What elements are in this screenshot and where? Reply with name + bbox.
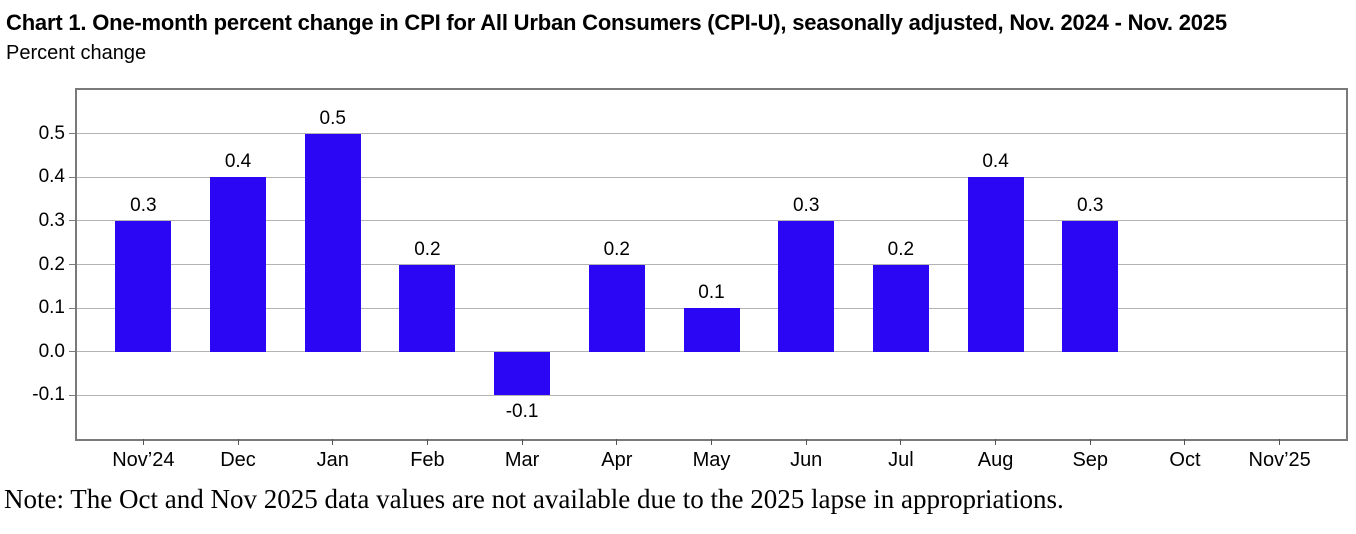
bar-value-label: 0.4 (224, 151, 252, 173)
x-tick-mark (805, 439, 807, 445)
x-axis-label: May (692, 449, 731, 471)
plot-area: 0.5 0.4 0.3 0.2 0.1 0.0 -0.1 Nov’24 0.3 Dec 0.4 Jan… (32, 88, 1348, 471)
y-axis-label: 0.2 (38, 253, 65, 275)
y-axis-label: 0.5 (38, 122, 65, 144)
bar (967, 177, 1024, 352)
gridline (77, 264, 1346, 265)
x-tick-mark (711, 439, 712, 445)
y-tick-mark (69, 176, 75, 178)
x-tick-mark (995, 439, 997, 445)
bar-value-label: 0.5 (319, 107, 346, 129)
y-axis-unit-label: Percent change (6, 42, 147, 64)
bar (304, 133, 361, 352)
bar-value-label: 0.4 (982, 151, 1009, 173)
gridline (77, 220, 1346, 222)
y-axis-label: 0.1 (38, 297, 65, 319)
bar (1062, 220, 1119, 352)
x-tick-mark (1279, 439, 1281, 445)
x-tick-mark (426, 439, 428, 445)
chart-title: Chart 1. One-month percent change in CPI… (6, 10, 1227, 35)
bar-value-label: 0.3 (1077, 194, 1104, 216)
bar-value-label: -0.1 (505, 401, 539, 423)
footnote: Note: The Oct and Nov 2025 data values a… (4, 484, 1064, 514)
y-tick-mark (69, 133, 75, 135)
x-tick-mark (332, 439, 334, 445)
bar-value-label: 0.3 (792, 194, 820, 216)
y-tick-mark (69, 220, 75, 222)
x-tick-mark (237, 439, 239, 445)
x-axis-label: Dec (220, 449, 256, 471)
x-tick-mark (1184, 439, 1186, 445)
x-tick-mark (521, 439, 523, 445)
bar (115, 220, 172, 352)
gridline (77, 351, 1346, 353)
x-tick-mark (142, 439, 144, 445)
x-axis-label: Nov’24 (112, 449, 175, 471)
x-axis-label: Jul (888, 449, 914, 471)
x-axis-label: Apr (601, 449, 633, 471)
bar (494, 351, 551, 396)
x-axis-label: Aug (977, 449, 1014, 471)
x-axis-label: Jun (790, 449, 823, 471)
x-axis-label: Oct (1169, 449, 1201, 471)
bar (872, 264, 929, 352)
bar-value-label: 0.2 (603, 238, 630, 260)
y-axis-label: 0.0 (38, 340, 65, 362)
y-tick-mark (69, 307, 75, 309)
x-axis-label: Jan (316, 449, 349, 471)
bar-value-label: 0.2 (887, 238, 915, 260)
bar (210, 177, 267, 352)
x-axis-label: Feb (410, 449, 445, 471)
bar (588, 264, 645, 352)
y-axis-label: -0.1 (32, 384, 65, 406)
x-tick-mark (900, 439, 902, 445)
bar-value-label: 0.3 (130, 194, 157, 216)
x-tick-mark (616, 439, 618, 445)
bar (778, 220, 835, 352)
x-axis-label: Sep (1072, 449, 1109, 471)
bar (399, 264, 456, 352)
y-tick-mark (69, 394, 75, 396)
x-axis-label: Mar (504, 449, 540, 471)
gridline (77, 176, 1346, 178)
y-axis-label: 0.3 (38, 209, 65, 231)
x-axis-label: Nov’25 (1248, 449, 1311, 471)
bar (683, 308, 740, 352)
gridline (77, 133, 1346, 135)
x-tick-mark (1089, 439, 1091, 445)
bar-value-label: 0.2 (414, 238, 441, 260)
gridline (77, 394, 1346, 396)
bar-value-label: 0.1 (698, 282, 725, 304)
y-axis-label: 0.4 (38, 166, 65, 188)
y-tick-mark (69, 351, 75, 353)
y-tick-mark (69, 264, 75, 265)
